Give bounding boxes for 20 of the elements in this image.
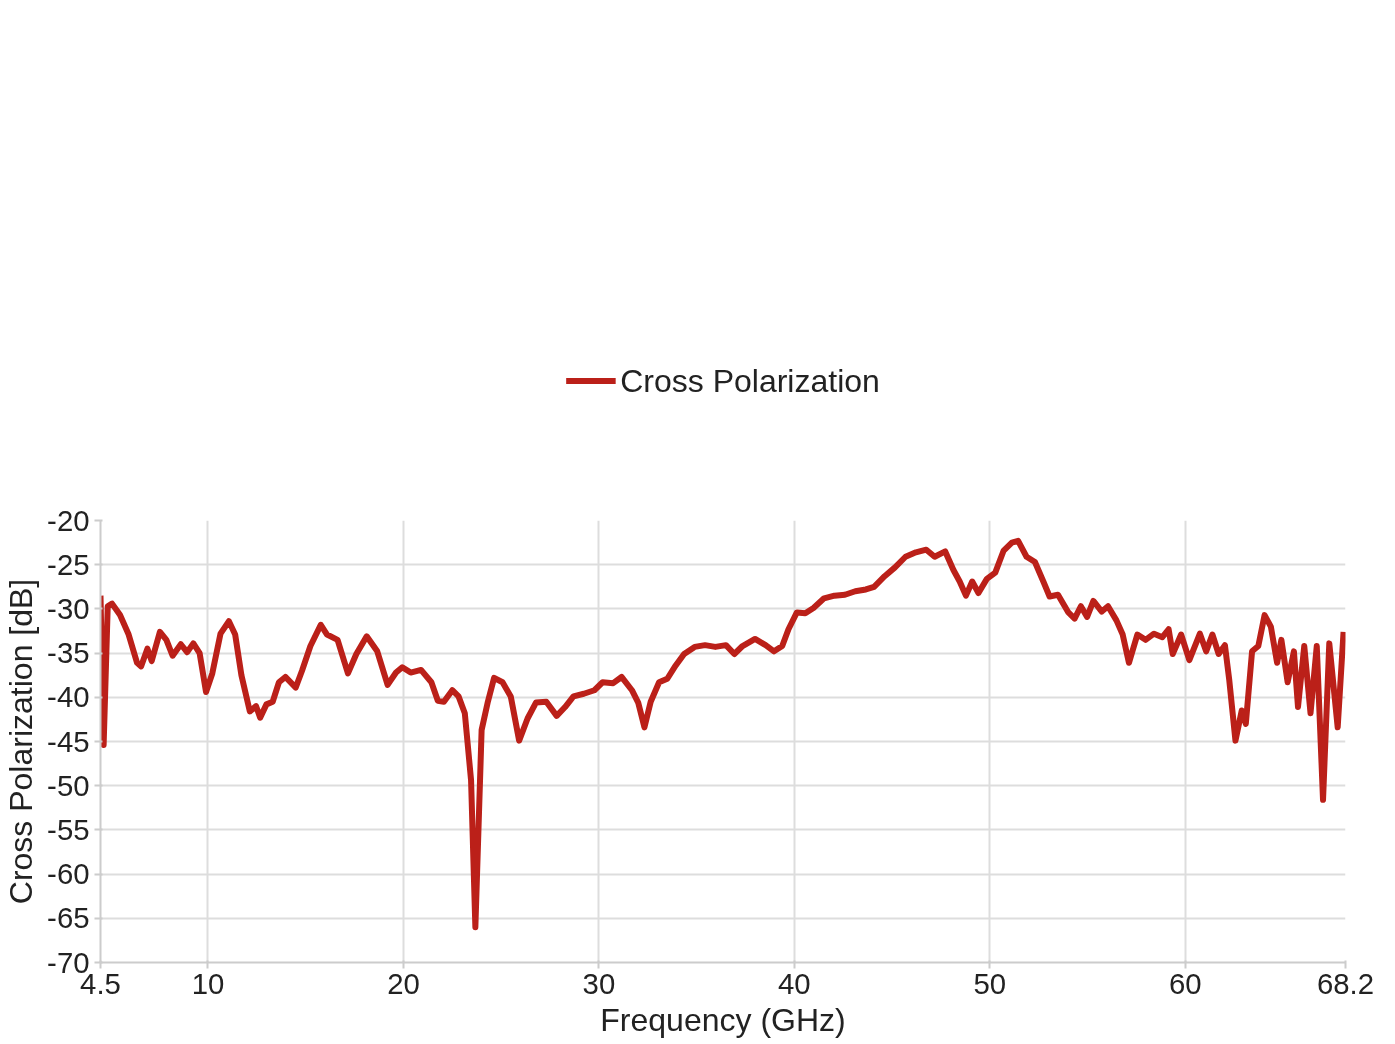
y-tick-label: -50 xyxy=(47,768,90,802)
x-tick-label: 10 xyxy=(191,966,225,1000)
x-tick-label: 60 xyxy=(1168,966,1202,1000)
y-tick-label: -35 xyxy=(47,636,90,670)
legend-label: Cross Polarization xyxy=(620,362,880,400)
y-tick-label: -25 xyxy=(47,547,90,581)
y-tick-label: -55 xyxy=(47,812,90,846)
y-tick-label: -20 xyxy=(47,503,90,537)
y-tick-label: -60 xyxy=(47,857,90,891)
x-tick-label: 20 xyxy=(387,966,420,1000)
x-tick-label: 50 xyxy=(973,966,1007,1000)
y-axis-title: Cross Polarization [dB] xyxy=(3,578,40,905)
y-tick-label: -65 xyxy=(47,901,90,935)
x-tick-label: 68.2 xyxy=(1316,966,1375,1000)
y-tick-label: -30 xyxy=(47,591,90,625)
x-axis-title: Frequency (GHz) xyxy=(600,1001,846,1038)
y-tick-label: -45 xyxy=(47,724,90,758)
x-tick-label: 30 xyxy=(582,966,616,1000)
x-tick-label: 40 xyxy=(778,966,811,1000)
y-tick-label: -40 xyxy=(47,680,90,714)
